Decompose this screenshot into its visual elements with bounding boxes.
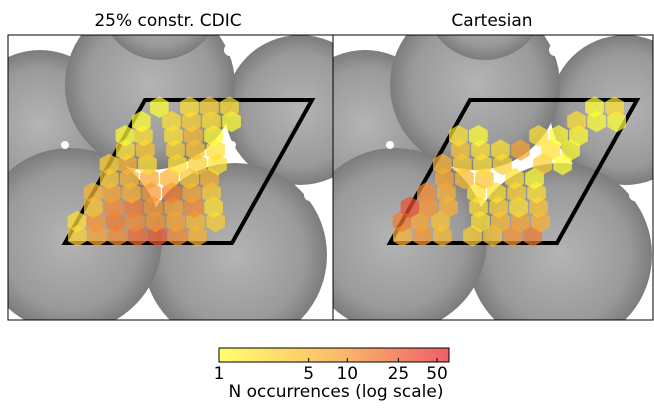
hexbin-cell (411, 210, 430, 233)
colorbar (218, 347, 450, 363)
panel-frame (332, 34, 654, 321)
panel-title: Cartesian (451, 11, 532, 31)
hexbin-cell (449, 125, 468, 147)
hexbin-cell (180, 96, 199, 118)
hexbin-cell (220, 96, 239, 118)
hexbin-cell (68, 225, 87, 247)
hexbin-cell (491, 139, 510, 161)
hexbin-cell (431, 210, 450, 233)
colorbar-tick-label: 25 (388, 364, 410, 384)
hexbin-cell (132, 110, 151, 133)
hexbin-cell (99, 153, 119, 176)
hexbin-cell (469, 125, 488, 147)
cell-outline (386, 98, 641, 245)
hexbin-cell (417, 182, 436, 204)
colorbar-label: N occurrences (log scale) (229, 382, 444, 402)
hexbin-cell (393, 225, 412, 247)
hexbin-cell (200, 96, 219, 118)
hexbin-cell (549, 125, 568, 147)
hexbin-cell (67, 210, 87, 233)
hexbin-cell (83, 182, 103, 204)
hexbin-cell (84, 196, 103, 219)
hexbin-cell (505, 167, 524, 190)
hexbin-cell (150, 96, 169, 118)
hexbin-cell (541, 139, 560, 161)
hexbin-cell (433, 153, 452, 176)
colorbar-tick-label: 50 (426, 364, 448, 384)
hexbin-cell (400, 196, 420, 219)
hexbin-cell (115, 125, 135, 147)
hexbin-cell (585, 96, 604, 118)
hexbin-cell (116, 139, 135, 161)
hexbin-cell (561, 139, 580, 161)
hexbin-cell (511, 139, 530, 161)
hexbin-cell (529, 125, 548, 147)
colorbar-tick-label: 10 (336, 364, 358, 384)
hexbin-cell (605, 96, 624, 118)
hexbin-cell (567, 110, 586, 133)
panel-title: 25% constr. CDIC (94, 11, 241, 31)
hexbin-cell (467, 182, 486, 204)
colorbar-tick-label: 1 (214, 364, 225, 384)
hexbin-cell (487, 182, 506, 204)
colorbar-tick-label: 5 (303, 364, 314, 384)
hexbin-cell (162, 110, 181, 133)
hexbin-cell (100, 167, 119, 190)
